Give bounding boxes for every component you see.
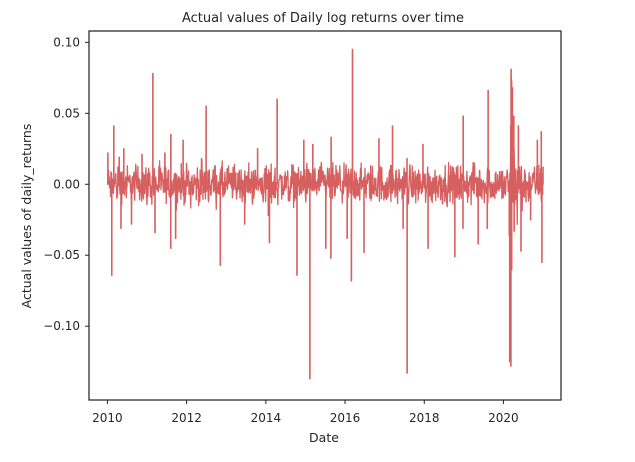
- plot-frame: [88, 30, 562, 401]
- x-tick-label: 2020: [488, 411, 519, 425]
- x-axis-ticks: 2010 2012 2014 2016 2018 2020: [92, 400, 519, 425]
- y-axis-ticks: 0.10 0.05 0.00 −0.05 −0.10: [43, 35, 89, 333]
- x-tick-label: 2012: [171, 411, 202, 425]
- series-layer: [107, 48, 544, 380]
- plot-area: [89, 31, 561, 400]
- series-line: [107, 149, 544, 226]
- y-axis-label: Actual values of daily_returns: [19, 124, 34, 309]
- y-tick-label: −0.10: [43, 319, 80, 333]
- y-tick-label: 0.00: [53, 177, 80, 191]
- x-tick-label: 2018: [409, 411, 440, 425]
- x-axis-label: Date: [309, 430, 339, 445]
- x-tick-label: 2014: [251, 411, 282, 425]
- chart-title: Actual values of Daily log returns over …: [182, 11, 464, 26]
- x-tick-label: 2010: [92, 411, 123, 425]
- x-tick-label: 2016: [330, 411, 361, 425]
- y-tick-label: −0.05: [43, 248, 80, 262]
- y-tick-label: 0.05: [53, 106, 80, 120]
- y-tick-label: 0.10: [53, 35, 80, 49]
